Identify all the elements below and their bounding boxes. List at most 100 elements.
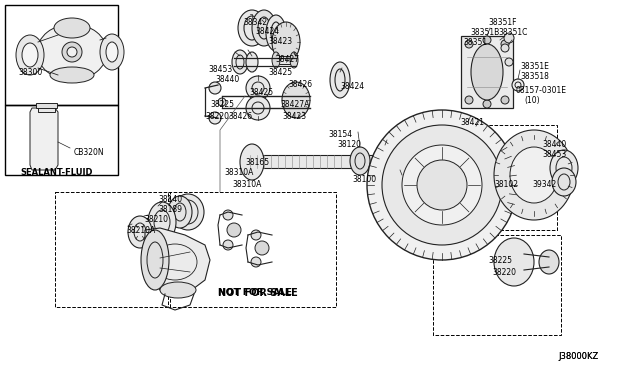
Text: 38440: 38440 [215,75,239,84]
Bar [433,235,561,335]
Bar [55,192,170,307]
Text: 38351C: 38351C [498,28,527,37]
Circle shape [417,160,467,210]
Ellipse shape [510,147,558,203]
Ellipse shape [128,216,152,248]
Circle shape [367,110,517,260]
Circle shape [251,230,261,240]
Circle shape [465,96,473,104]
Circle shape [501,40,509,48]
Text: 38427: 38427 [275,55,299,64]
Text: 08157-0301E: 08157-0301E [516,86,567,95]
Ellipse shape [330,62,350,98]
Circle shape [501,96,509,104]
Ellipse shape [141,230,169,290]
Ellipse shape [168,196,192,228]
Text: (10): (10) [524,96,540,105]
Circle shape [465,40,473,48]
Circle shape [62,42,82,62]
Ellipse shape [539,250,559,274]
Circle shape [483,36,491,44]
Text: 38210: 38210 [144,215,168,224]
Ellipse shape [37,24,107,80]
Text: SEALANT-FLUID: SEALANT-FLUID [20,168,93,177]
Circle shape [504,33,514,43]
Text: NOT FOR SALE: NOT FOR SALE [218,288,298,298]
Ellipse shape [16,35,44,75]
Circle shape [209,112,221,124]
Bar [5,105,118,175]
Bar [5,5,118,105]
Bar [245,155,430,168]
Circle shape [382,125,502,245]
Text: 38220: 38220 [205,112,229,121]
Ellipse shape [106,42,118,62]
Text: 38423: 38423 [282,112,306,121]
Ellipse shape [242,145,262,177]
Text: 38421: 38421 [460,118,484,127]
Bar [276,56,294,64]
Text: 38225: 38225 [210,100,234,109]
Text: 38154: 38154 [328,130,352,139]
Text: 38310A: 38310A [224,168,253,177]
Ellipse shape [160,282,196,298]
Text: 38351B: 38351B [470,28,499,37]
Ellipse shape [266,15,286,51]
Text: 38427A: 38427A [280,100,309,109]
Circle shape [512,79,524,91]
Text: 38351F: 38351F [488,18,516,27]
Ellipse shape [373,145,397,177]
Bar [38,106,55,112]
Ellipse shape [252,10,276,46]
Ellipse shape [471,44,503,100]
Text: 38425: 38425 [249,88,273,97]
Ellipse shape [246,96,270,120]
Ellipse shape [172,194,204,230]
Text: J38000KZ: J38000KZ [558,352,598,361]
Text: 38102: 38102 [494,180,518,189]
Text: 38100: 38100 [352,175,376,184]
Polygon shape [145,228,210,295]
Text: 38426: 38426 [228,112,252,121]
Text: 38310A: 38310A [232,180,261,189]
Circle shape [255,241,269,255]
Text: 38426: 38426 [288,80,312,89]
Circle shape [67,47,77,57]
Ellipse shape [494,130,574,220]
Text: 38225: 38225 [488,256,512,265]
Text: 38351: 38351 [463,38,487,47]
Circle shape [483,100,491,108]
Ellipse shape [272,52,280,68]
Ellipse shape [494,238,534,286]
Text: 38120: 38120 [337,140,361,149]
Text: 38220: 38220 [492,268,516,277]
Circle shape [218,98,226,106]
Ellipse shape [246,52,258,72]
Text: 38423: 38423 [268,37,292,46]
Text: 383518: 383518 [520,72,549,81]
Ellipse shape [238,10,266,46]
Circle shape [501,44,509,52]
Text: CB320N: CB320N [74,148,104,157]
Circle shape [251,257,261,267]
Text: J38000KZ: J38000KZ [558,352,598,361]
Text: 38189: 38189 [158,205,182,214]
Ellipse shape [22,43,38,67]
Ellipse shape [54,18,90,38]
Bar [36,103,57,108]
Text: 38210A: 38210A [126,226,156,235]
Ellipse shape [100,34,124,70]
Circle shape [223,240,233,250]
Text: 38140: 38140 [158,195,182,204]
Circle shape [209,82,221,94]
Text: 39342: 39342 [532,180,556,189]
Ellipse shape [50,67,94,83]
Text: 38351E: 38351E [520,62,549,71]
Text: 38424: 38424 [340,82,364,91]
Circle shape [227,223,241,237]
Circle shape [402,145,482,225]
Ellipse shape [550,150,578,186]
Text: 38342: 38342 [243,18,267,27]
Ellipse shape [246,76,270,100]
Text: 38165: 38165 [245,158,269,167]
